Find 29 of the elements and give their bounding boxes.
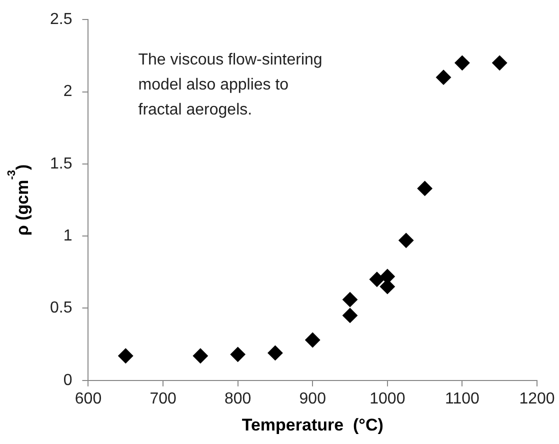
x-tick-label: 900 [299,390,326,408]
x-axis-title: Temperature (°C) [242,415,384,434]
y-tick-label: 1 [63,227,72,244]
point [230,346,246,362]
point [492,55,508,70]
y-tick-label: 2.5 [50,11,72,28]
x-tick-label: 800 [224,390,252,408]
y-tick-label: 1.5 [50,155,72,172]
annotation: The viscous flow-sintering model also applies to fractal aerogels. [138,52,322,119]
point [369,272,384,287]
y-axis-title: ρ (gcm-3) [6,164,32,236]
x-tick-label: 700 [150,390,176,408]
point [436,70,452,85]
x-tick-label: 1000 [370,390,406,408]
x-tick-label: 1200 [519,390,555,408]
y-tick-label: 0 [63,372,72,389]
point [398,232,414,248]
point [417,180,432,196]
point [192,348,208,364]
y-tick-label: 2 [63,83,72,100]
x-tick-label: 600 [74,390,102,408]
x-tick-label: 1100 [445,390,480,408]
point [305,332,320,348]
point [342,292,358,308]
point [342,308,358,323]
point [118,348,134,364]
point [454,55,470,70]
y-tick-label: 0.5 [50,300,72,317]
point [268,345,283,360]
